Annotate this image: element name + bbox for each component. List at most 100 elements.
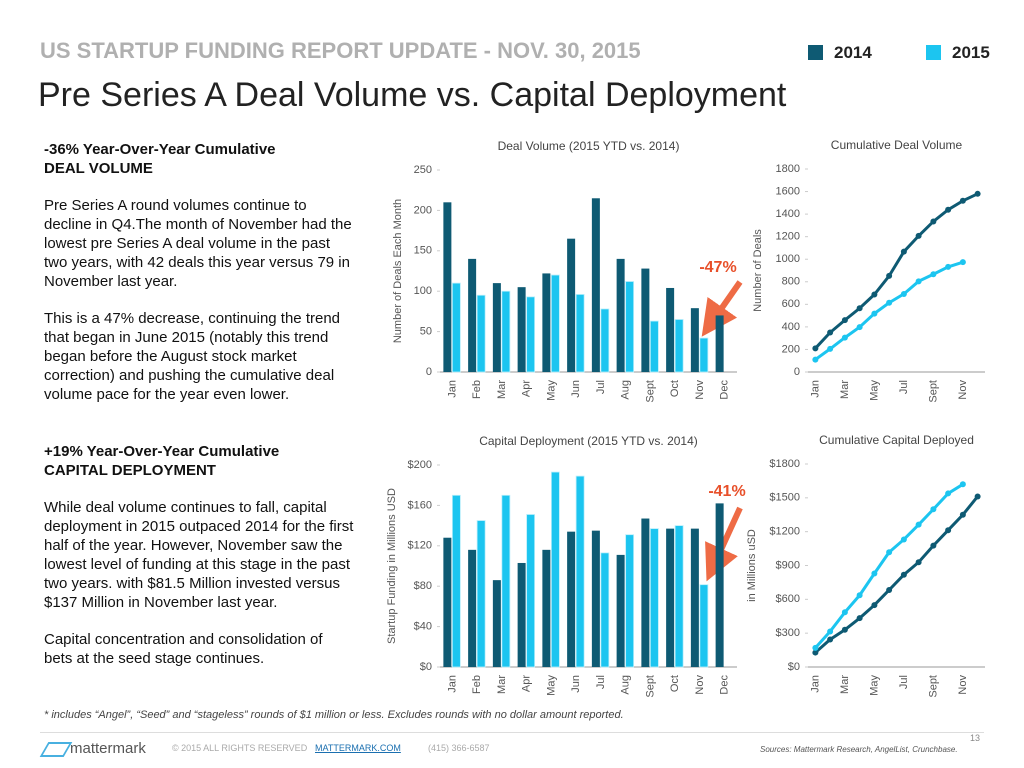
bar	[625, 281, 635, 373]
bar	[550, 471, 560, 668]
point	[856, 324, 863, 331]
x-tick-label: Sept	[927, 675, 939, 698]
bar	[600, 552, 610, 668]
x-tick-label: Aug	[620, 675, 632, 695]
chart-title: Deal Volume (2015 YTD vs. 2014)	[498, 139, 680, 153]
y-tick-label: 1200	[776, 231, 800, 243]
bar	[476, 520, 486, 668]
heading-line: -36% Year-Over-Year Cumulative	[44, 141, 276, 158]
point	[900, 290, 907, 297]
sources: Sources: Mattermark Research, AngelList,…	[760, 745, 958, 754]
annotation: -47%	[699, 259, 736, 276]
y-tick-label: $80	[414, 580, 432, 592]
bar	[715, 315, 724, 372]
point	[841, 334, 848, 341]
legend-swatch	[808, 45, 823, 60]
y-tick-label: $120	[408, 540, 432, 552]
point	[930, 506, 937, 513]
bar	[616, 554, 625, 667]
point	[900, 536, 907, 543]
x-tick-label: Oct	[669, 380, 681, 397]
point	[856, 615, 863, 622]
bar	[468, 258, 477, 372]
line	[814, 192, 979, 350]
bar	[451, 282, 461, 373]
point	[841, 317, 848, 324]
bar	[542, 549, 551, 667]
point	[827, 345, 834, 352]
paragraph: This is a 47% decrease, continuing the t…	[44, 310, 341, 403]
point	[856, 592, 863, 599]
bar	[649, 320, 659, 373]
bar	[501, 290, 511, 373]
y-tick-label: 600	[782, 298, 800, 310]
x-tick-label: Nov	[957, 675, 969, 695]
y-tick-label: 1600	[776, 185, 800, 197]
x-tick-label: Mar	[839, 380, 851, 399]
bar	[492, 283, 501, 372]
x-tick-label: Dec	[719, 380, 731, 400]
bar	[641, 518, 650, 667]
point	[871, 602, 878, 609]
point	[959, 197, 966, 204]
y-tick-label: $0	[788, 661, 800, 673]
point	[930, 218, 937, 225]
y-axis-label: in Millions uSD	[746, 529, 758, 602]
paragraph: While deal volume continues to fall, cap…	[44, 499, 354, 611]
x-tick-label: Mar	[839, 675, 851, 694]
x-tick-label: Apr	[521, 380, 533, 397]
bar	[567, 238, 576, 372]
x-tick-label: Jul	[595, 675, 607, 689]
bar	[625, 534, 635, 668]
arrow	[701, 280, 743, 337]
bar	[666, 287, 675, 372]
bar	[443, 202, 452, 372]
point	[974, 493, 981, 500]
y-tick-label: 50	[420, 326, 432, 338]
bar	[526, 514, 536, 668]
divider	[40, 732, 984, 733]
heading-line: DEAL VOLUME	[44, 160, 153, 177]
x-tick-label: Nov	[694, 380, 706, 400]
x-tick-label: Jul	[898, 380, 910, 394]
x-tick-label: Sept	[644, 380, 656, 403]
y-tick-label: 250	[414, 164, 432, 176]
point	[841, 626, 848, 633]
chart-title: Cumulative Deal Volume	[831, 138, 963, 152]
y-tick-label: 150	[414, 245, 432, 257]
bar	[517, 287, 526, 372]
y-tick-label: 1000	[776, 253, 800, 265]
heading: -36% Year-Over-Year Cumulative DEAL VOLUM…	[44, 140, 354, 178]
bar	[575, 294, 585, 373]
y-tick-label: 200	[782, 343, 800, 355]
x-tick-label: Nov	[957, 380, 969, 400]
bar	[476, 294, 486, 373]
link[interactable]: MATTERMARK.COM	[315, 743, 401, 753]
point	[856, 305, 863, 312]
bar	[567, 531, 576, 667]
bar	[690, 528, 699, 667]
annotation: -41%	[708, 483, 745, 500]
y-tick-label: $900	[776, 559, 800, 571]
x-tick-label: Sept	[927, 380, 939, 403]
x-tick-label: May	[868, 380, 880, 401]
heading-line: CAPITAL DEPLOYMENT	[44, 462, 216, 479]
heading: +19% Year-Over-Year Cumulative CAPITAL DE…	[44, 442, 354, 480]
bar	[649, 528, 659, 668]
line	[814, 483, 964, 649]
bar	[542, 273, 551, 372]
brand: mattermark	[70, 740, 146, 757]
point	[886, 299, 893, 306]
point	[871, 310, 878, 317]
x-tick-label: Feb	[471, 380, 483, 399]
x-tick-label: Mar	[496, 380, 508, 399]
point	[930, 271, 937, 278]
bar	[492, 580, 501, 667]
y-tick-label: $1500	[769, 492, 800, 504]
point	[886, 272, 893, 279]
x-tick-label: Jul	[898, 675, 910, 689]
page-number: 13	[970, 733, 981, 743]
bar	[641, 268, 650, 372]
y-tick-label: $1800	[769, 458, 800, 470]
